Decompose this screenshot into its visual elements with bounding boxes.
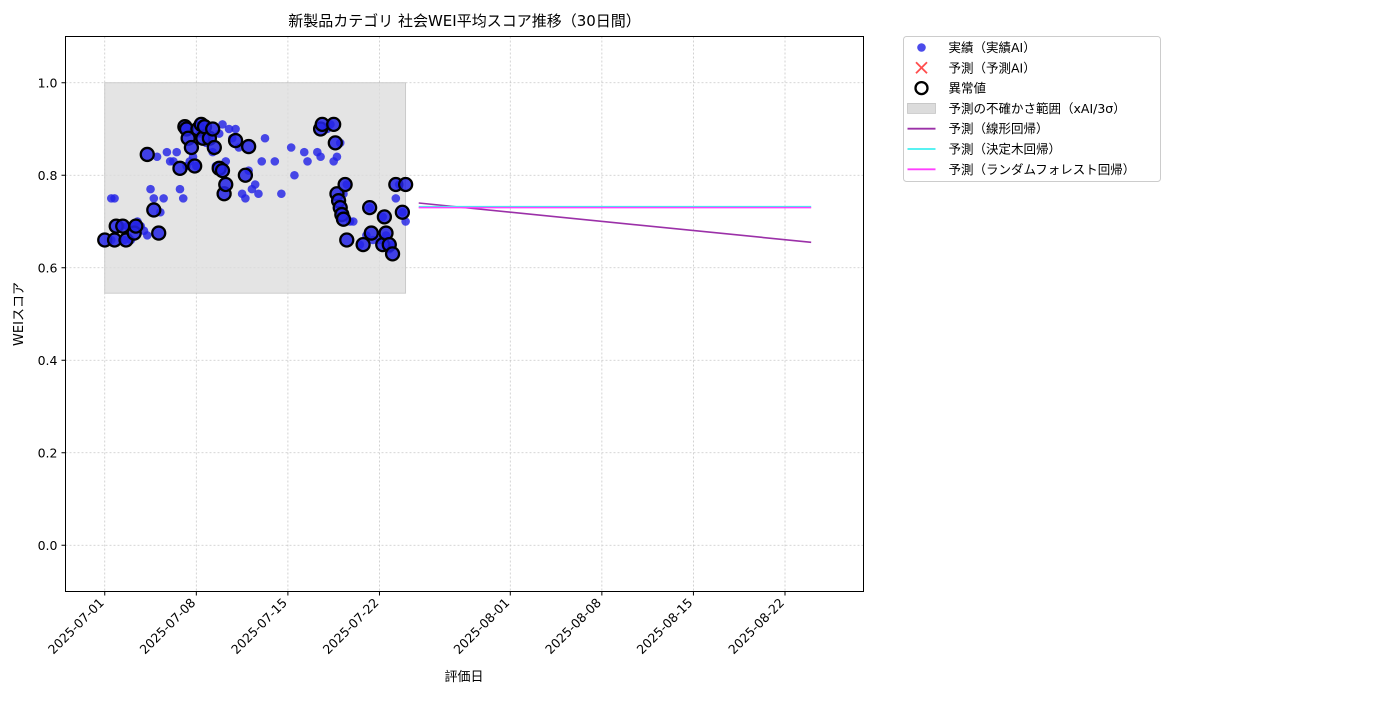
x-tick-label: 2025-07-08 <box>136 595 198 657</box>
actual-point <box>218 120 227 129</box>
anomaly-point <box>183 139 200 156</box>
anomaly-point <box>227 132 244 149</box>
anomaly-point <box>205 121 221 137</box>
anomaly-point <box>397 176 414 193</box>
anomaly-point <box>139 146 155 163</box>
legend-ring-marker <box>914 80 929 96</box>
legend-band-marker <box>907 103 936 114</box>
anomaly-point <box>218 176 234 193</box>
prediction-lines-layer <box>418 202 812 244</box>
actual-point <box>290 170 299 180</box>
actual-point <box>241 194 250 203</box>
actual-point <box>316 152 325 162</box>
actual-point <box>224 124 234 134</box>
legend-box <box>903 36 1161 182</box>
anomaly-point <box>376 209 393 225</box>
legend-label: 予測（線形回帰） <box>949 121 1049 136</box>
x-tick-label: 2025-07-22 <box>320 595 382 657</box>
actual-point <box>332 152 342 162</box>
anomaly-point <box>339 232 355 248</box>
anomaly-point <box>128 218 144 234</box>
actual-point <box>110 194 119 203</box>
actual-point <box>270 157 280 166</box>
legend-label: 実績（実績AI） <box>949 40 1036 55</box>
actual-point <box>162 147 172 157</box>
anomaly-point <box>394 204 411 220</box>
legend-label: 予測の不確かさ範囲（xAI/3σ） <box>949 101 1126 116</box>
actual-point <box>286 143 296 152</box>
x-tick-label: 2025-07-15 <box>228 595 290 657</box>
anomaly-point <box>335 211 352 227</box>
anomaly-point <box>206 139 222 156</box>
actual-point <box>178 194 188 203</box>
y-axis-label: WEIスコア <box>12 282 27 346</box>
legend-x-marker <box>915 61 928 74</box>
anomaly-point <box>327 135 343 151</box>
anomaly-point <box>214 162 231 179</box>
anomaly-point <box>146 202 162 218</box>
actual-point <box>231 124 240 134</box>
y-tick-label: 0.8 <box>38 168 58 183</box>
actual-point <box>277 189 286 199</box>
actual-point <box>146 184 155 194</box>
anomaly-point <box>187 158 203 174</box>
legend-label: 異常値 <box>949 81 987 96</box>
anomaly-point <box>355 236 371 253</box>
x-tick-label: 2025-07-01 <box>45 595 107 657</box>
y-tick-label: 0.4 <box>38 353 58 368</box>
anomaly-point <box>363 225 379 241</box>
actual-point <box>152 152 162 162</box>
anomaly-point <box>337 176 353 193</box>
y-tick-label: 0.6 <box>38 260 58 275</box>
x-tick-label: 2025-08-01 <box>450 595 512 657</box>
linear-regression-line <box>418 202 812 244</box>
x-tick-label: 2025-08-15 <box>634 595 696 657</box>
y-tick-label: 0.0 <box>38 538 58 553</box>
legend-dot-marker <box>917 43 926 52</box>
actual-point <box>172 147 181 157</box>
x-tick-label: 2025-08-22 <box>725 595 787 657</box>
actual-point <box>303 157 312 166</box>
actual-point <box>299 147 309 157</box>
anomaly-point <box>237 167 254 183</box>
actual-point <box>391 194 401 203</box>
legend-label: 予測（ランダムフォレスト回帰） <box>949 162 1136 177</box>
actual-point <box>149 194 159 203</box>
actual-point <box>257 157 267 166</box>
anomaly-point <box>172 160 188 176</box>
anomaly-point <box>151 225 167 241</box>
actual-point <box>250 180 260 189</box>
anomaly-point <box>362 199 378 216</box>
anomaly-point <box>326 116 342 133</box>
actual-point <box>254 189 263 199</box>
actual-point <box>175 184 185 194</box>
actual-point <box>260 133 270 143</box>
y-tick-label: 1.0 <box>38 75 58 90</box>
anomaly-rings-layer <box>97 116 414 262</box>
y-tick-label: 0.2 <box>38 445 58 460</box>
anomaly-point <box>240 138 257 155</box>
actual-point <box>142 231 152 240</box>
x-axis-label: 評価日 <box>444 670 483 685</box>
actual-point <box>349 217 358 226</box>
actual-point <box>159 194 168 203</box>
legend-label: 予測（予測AI） <box>949 60 1036 75</box>
anomaly-point <box>384 246 401 262</box>
legend-label: 予測（決定木回帰） <box>949 142 1062 157</box>
plot-frame <box>65 36 864 592</box>
x-tick-label: 2025-08-08 <box>542 595 604 657</box>
chart-title: 新製品カテゴリ 社会WEI平均スコア推移（30日間） <box>288 12 641 30</box>
